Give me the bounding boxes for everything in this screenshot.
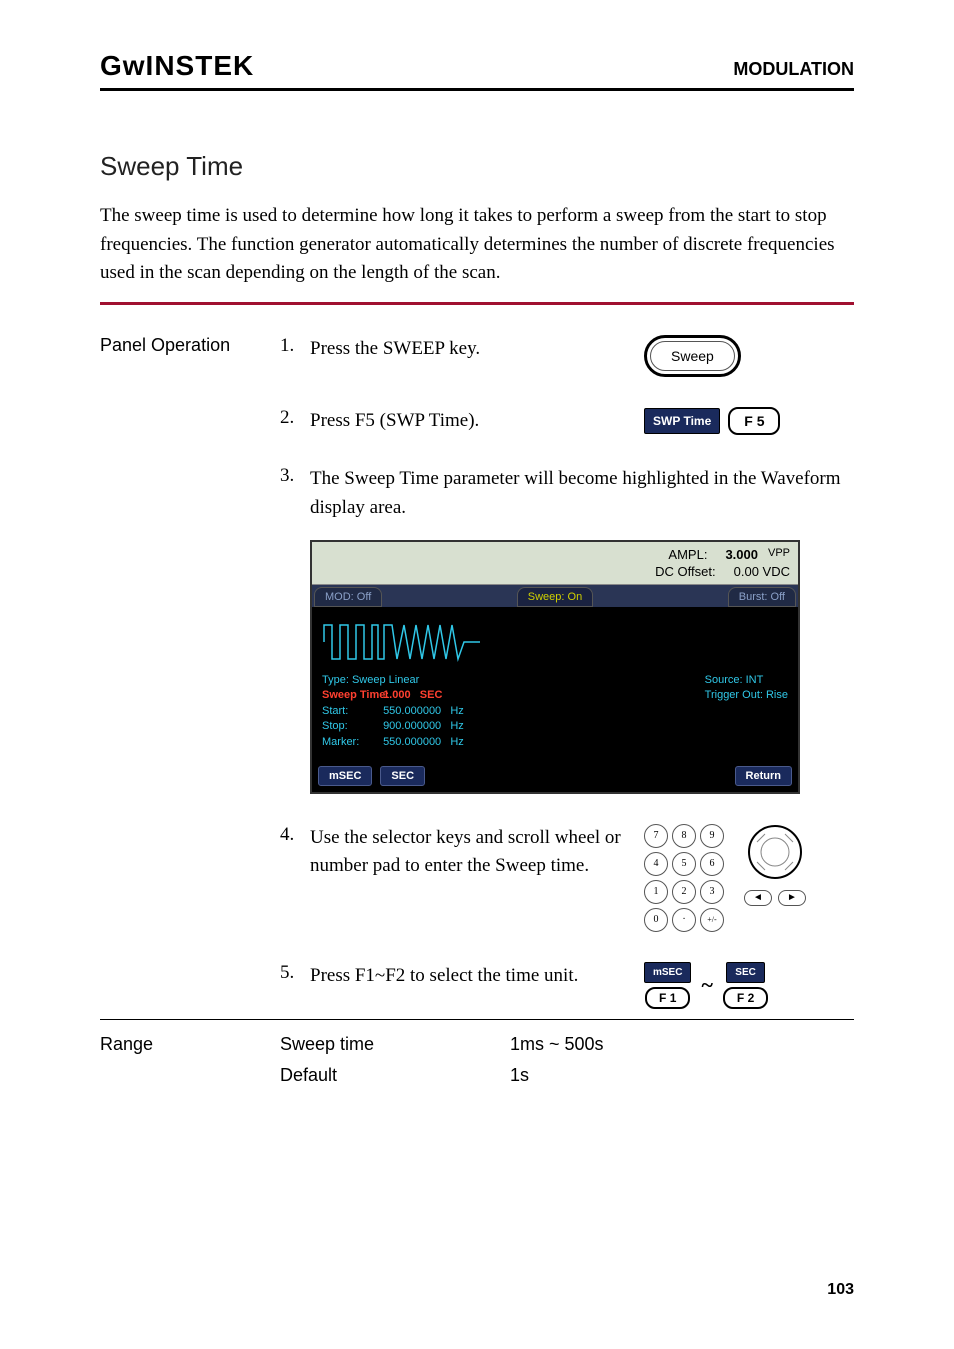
key-plusminus[interactable]: +/- <box>700 908 724 932</box>
step-5-text: Press F1~F2 to select the time unit. <box>310 962 644 991</box>
tilde-separator: ~ <box>697 972 716 998</box>
key-5[interactable]: 5 <box>672 852 696 876</box>
display-readout: AMPL: 3.000 VPP DC Offset: 0.00 VDC <box>312 542 798 585</box>
scroll-wheel-icon[interactable] <box>747 824 803 880</box>
dc-offset-label: DC Offset: <box>655 564 715 579</box>
section-heading: MODULATION <box>733 59 854 80</box>
ampl-unit: VPP <box>768 547 790 562</box>
keypad-wheel-icon: 7 8 9 4 5 6 1 2 3 0 · +/- <box>644 824 806 932</box>
f5-key[interactable]: F 5 <box>728 407 780 435</box>
page-title: Sweep Time <box>100 151 854 182</box>
arrow-right-button[interactable]: ► <box>778 890 806 906</box>
display-softkeys: mSEC SEC Return <box>312 760 798 792</box>
step-2-num: 2. <box>280 407 310 429</box>
swp-time-softkey[interactable]: SWP Time <box>644 408 720 434</box>
range-default-label: Default <box>280 1065 510 1086</box>
step-5-row: 5. Press F1~F2 to select the time unit. … <box>100 962 854 1009</box>
sweep-button-label: Sweep <box>650 341 735 371</box>
range-divider <box>100 1019 854 1020</box>
display-main-area: Type: Sweep Linear Sweep Time: 1.000 SEC… <box>312 607 798 760</box>
key-0[interactable]: 0 <box>644 908 668 932</box>
key-4[interactable]: 4 <box>644 852 668 876</box>
waveform-icon <box>322 617 482 667</box>
step-1-row: Panel Operation 1. Press the SWEEP key. … <box>100 335 854 377</box>
step-1-text: Press the SWEEP key. <box>310 335 644 364</box>
param-source: Source: INT <box>705 673 788 688</box>
range-row-2: Default 1s <box>100 1065 854 1086</box>
display-tabs: MOD: Off Sweep: On Burst: Off <box>312 585 798 607</box>
step-4-text: Use the selector keys and scroll wheel o… <box>310 824 644 881</box>
range-row-1: Range Sweep time 1ms ~ 500s <box>100 1034 854 1055</box>
numeric-keypad[interactable]: 7 8 9 4 5 6 1 2 3 0 · +/- <box>644 824 724 932</box>
panel-operation-label: Panel Operation <box>100 335 280 356</box>
range-sweep-time-value: 1ms ~ 500s <box>510 1034 604 1055</box>
range-sweep-time-label: Sweep time <box>280 1034 510 1055</box>
step-3-num: 3. <box>280 465 310 487</box>
key-1[interactable]: 1 <box>644 880 668 904</box>
param-right-col: Source: INT Trigger Out: Rise <box>705 617 788 750</box>
f2-key[interactable]: F 2 <box>723 987 768 1009</box>
step-4-num: 4. <box>280 824 310 846</box>
param-stop: Stop: 900.000000 Hz <box>322 719 685 734</box>
display-sec-button[interactable]: SEC <box>380 766 425 786</box>
step-2-row: 2. Press F5 (SWP Time). SWP Time F 5 <box>100 407 854 436</box>
display-msec-button[interactable]: mSEC <box>318 766 372 786</box>
step-3-row: 3. The Sweep Time parameter will become … <box>100 465 854 522</box>
page-number: 103 <box>827 1281 854 1299</box>
intro-paragraph: The sweep time is used to determine how … <box>100 202 854 288</box>
msec-softkey[interactable]: mSEC <box>644 962 691 983</box>
step-3-text: The Sweep Time parameter will become hig… <box>310 465 854 522</box>
page-header: GᴡINSTEK MODULATION <box>100 50 854 91</box>
range-default-value: 1s <box>510 1065 529 1086</box>
step-2-text: Press F5 (SWP Time). <box>310 407 644 436</box>
display-return-button[interactable]: Return <box>735 766 792 786</box>
key-6[interactable]: 6 <box>700 852 724 876</box>
arrow-left-button[interactable]: ◄ <box>744 890 772 906</box>
key-7[interactable]: 7 <box>644 824 668 848</box>
key-9[interactable]: 9 <box>700 824 724 848</box>
tab-burst[interactable]: Burst: Off <box>728 587 796 607</box>
range-label: Range <box>100 1034 280 1055</box>
f1-key[interactable]: F 1 <box>645 987 690 1009</box>
key-8[interactable]: 8 <box>672 824 696 848</box>
sweep-button[interactable]: Sweep <box>644 335 741 377</box>
tab-sweep[interactable]: Sweep: On <box>517 587 593 607</box>
param-start: Start: 550.000000 Hz <box>322 704 685 719</box>
key-2[interactable]: 2 <box>672 880 696 904</box>
param-sweep-time: Sweep Time: 1.000 SEC <box>322 688 685 703</box>
instrument-display: AMPL: 3.000 VPP DC Offset: 0.00 VDC MOD:… <box>310 540 800 794</box>
ampl-value: 3.000 <box>725 547 758 562</box>
key-dot[interactable]: · <box>672 908 696 932</box>
section-divider <box>100 302 854 305</box>
step-4-row: 4. Use the selector keys and scroll whee… <box>100 824 854 932</box>
step-1-num: 1. <box>280 335 310 357</box>
sec-softkey[interactable]: SEC <box>726 962 765 983</box>
key-3[interactable]: 3 <box>700 880 724 904</box>
tab-mod[interactable]: MOD: Off <box>314 587 382 607</box>
step-5-num: 5. <box>280 962 310 984</box>
param-type: Type: Sweep Linear <box>322 673 685 688</box>
param-marker: Marker: 550.000000 Hz <box>322 735 685 750</box>
ampl-label: AMPL: <box>668 547 707 562</box>
dc-offset-value: 0.00 VDC <box>734 564 790 579</box>
brand-logo: GᴡINSTEK <box>100 50 254 82</box>
param-trigger: Trigger Out: Rise <box>705 688 788 703</box>
